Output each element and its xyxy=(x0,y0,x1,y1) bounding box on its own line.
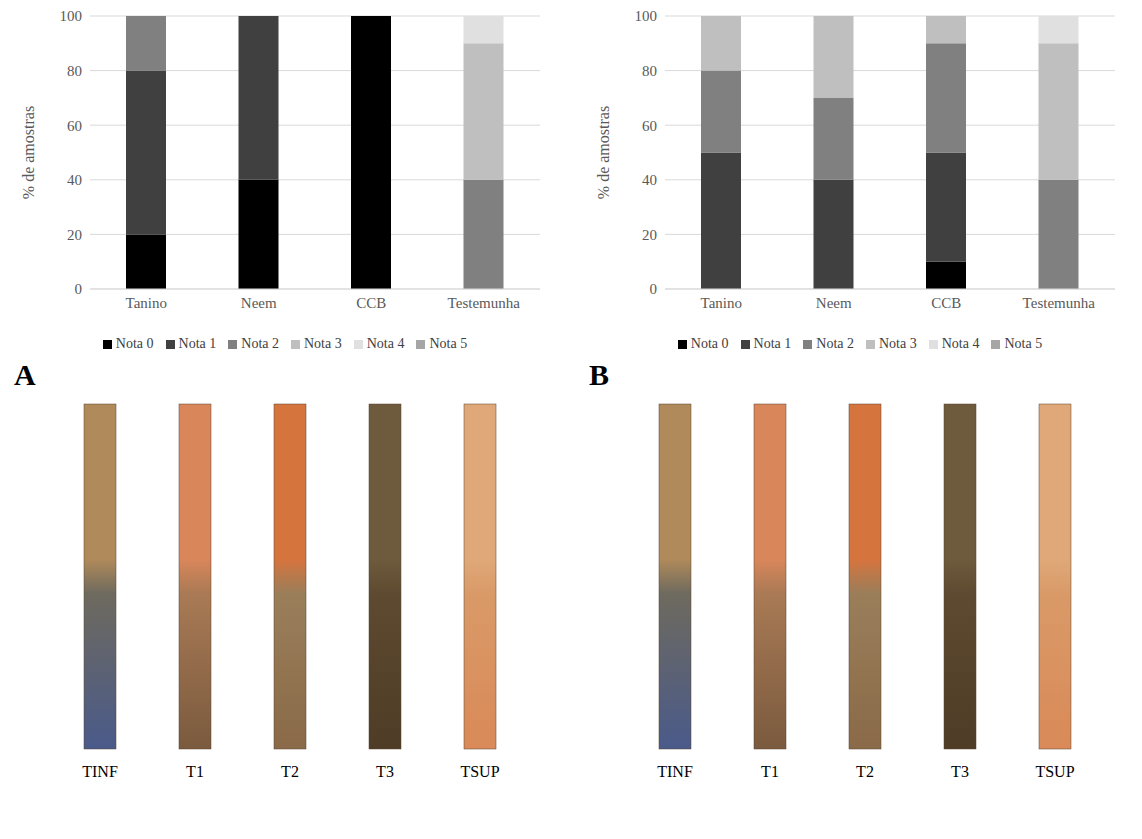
svg-text:T1: T1 xyxy=(761,763,779,780)
svg-text:100: 100 xyxy=(635,8,658,24)
html-text:Nota 3: Nota 3 xyxy=(879,336,917,351)
html-text:Nota 1: Nota 1 xyxy=(753,336,792,351)
html-text:Nota 0: Nota 0 xyxy=(690,336,729,351)
svg-text:Testemunha: Testemunha xyxy=(448,295,521,311)
html-text:Nota 0: Nota 0 xyxy=(115,336,154,351)
svg-text:0: 0 xyxy=(650,281,658,297)
html-text:Nota 5: Nota 5 xyxy=(1004,336,1043,351)
svg-text:80: 80 xyxy=(642,63,657,79)
svg-text:Testemunha: Testemunha xyxy=(1023,295,1096,311)
svg-text:T3: T3 xyxy=(951,763,969,780)
svg-text:Neem: Neem xyxy=(816,295,852,311)
svg-text:80: 80 xyxy=(67,63,82,79)
svg-text:60: 60 xyxy=(642,118,657,134)
svg-text:TINF: TINF xyxy=(82,763,118,780)
html-text:Nota 4: Nota 4 xyxy=(941,336,980,351)
svg-text:20: 20 xyxy=(67,227,82,243)
svg-text:60: 60 xyxy=(67,118,82,134)
svg-text:0: 0 xyxy=(75,281,83,297)
svg-text:TSUP: TSUP xyxy=(460,763,499,780)
svg-text:T1: T1 xyxy=(186,763,204,780)
svg-text:20: 20 xyxy=(642,227,657,243)
svg-text:% de amostras: % de amostras xyxy=(20,106,37,199)
html-text:Nota 5: Nota 5 xyxy=(429,336,468,351)
svg-text:T3: T3 xyxy=(376,763,394,780)
svg-text:T2: T2 xyxy=(281,763,299,780)
svg-text:CCB: CCB xyxy=(356,295,386,311)
html-text:Nota 3: Nota 3 xyxy=(304,336,342,351)
svg-text:TSUP: TSUP xyxy=(1035,763,1074,780)
svg-text:% de amostras: % de amostras xyxy=(595,106,612,199)
svg-text:TINF: TINF xyxy=(657,763,693,780)
svg-text:T2: T2 xyxy=(856,763,874,780)
html-text:Nota 4: Nota 4 xyxy=(366,336,405,351)
html-text:Nota 1: Nota 1 xyxy=(178,336,217,351)
html-text:A: A xyxy=(14,358,36,391)
svg-text:Tanino: Tanino xyxy=(701,295,742,311)
svg-text:40: 40 xyxy=(67,172,82,188)
svg-text:40: 40 xyxy=(642,172,657,188)
svg-text:Neem: Neem xyxy=(241,295,277,311)
svg-text:Tanino: Tanino xyxy=(126,295,167,311)
svg-text:100: 100 xyxy=(60,8,83,24)
html-text:Nota 2: Nota 2 xyxy=(241,336,279,351)
html-text:B: B xyxy=(589,358,609,391)
svg-text:CCB: CCB xyxy=(931,295,961,311)
html-text:Nota 2: Nota 2 xyxy=(816,336,854,351)
